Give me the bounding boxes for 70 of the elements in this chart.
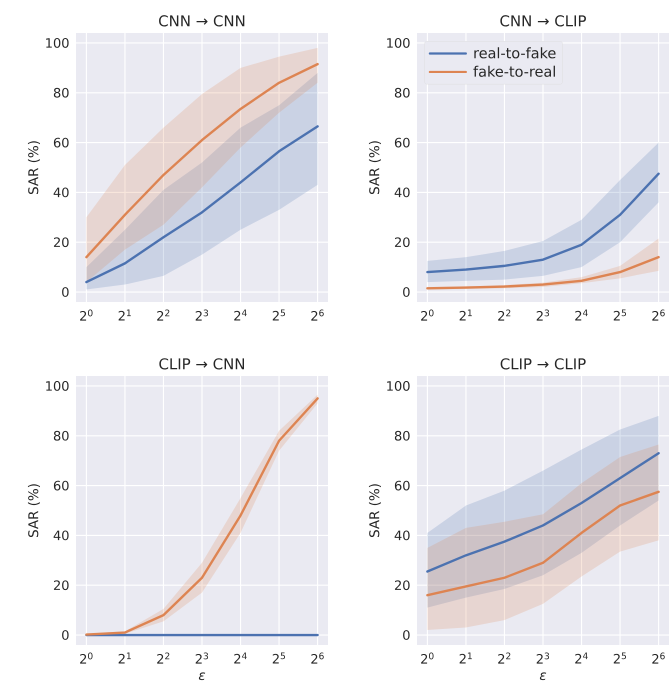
y-tick-label: 100	[387, 381, 410, 391]
y-tick-label: 60	[54, 138, 69, 148]
chart-title: CLIP → CLIP	[500, 358, 586, 370]
x-tick-label: 2$^{4}$	[575, 652, 588, 664]
y-tick-label: 0	[403, 630, 410, 640]
y-tick-label: 40	[54, 188, 69, 198]
y-axis-title: SAR (%)	[28, 484, 40, 538]
y-tick-label: 0	[403, 287, 410, 297]
y-axis-title: SAR (%)	[369, 141, 382, 194]
y-axis-title: SAR (%)	[369, 484, 382, 538]
x-tick-label: 2$^{2}$	[498, 310, 511, 321]
chart-title: CLIP → CNN	[160, 358, 244, 370]
x-tick-label: 2$^{4}$	[575, 310, 588, 320]
y-tick-label: 80	[395, 88, 410, 98]
x-tick-label: 2$^{6}$	[652, 652, 665, 664]
y-tick-label: 20	[395, 237, 410, 248]
line-series	[426, 452, 660, 573]
y-tick-label: 60	[395, 480, 410, 490]
x-tick-label: 2$^{3}$	[196, 310, 208, 321]
line-series	[426, 172, 660, 274]
line-series	[426, 256, 660, 290]
y-tick-label: 0	[62, 287, 69, 297]
line-series	[426, 490, 660, 596]
x-tick-label: 2$^{4}$	[234, 652, 247, 664]
x-tick-label: 2$^{0}$	[80, 310, 93, 321]
y-tick-label: 20	[54, 237, 69, 248]
y-tick-label: 20	[395, 580, 410, 590]
x-tick-label: 2$^{0}$	[421, 652, 434, 664]
x-tick-label: 2$^{2}$	[157, 652, 170, 664]
y-tick-label: 80	[395, 430, 410, 441]
y-axis-title: SAR (%)	[28, 141, 40, 194]
legend-label: fake-to-real	[474, 66, 556, 77]
y-tick-label: 80	[54, 88, 69, 98]
y-tick-label: 60	[54, 480, 69, 490]
x-tick-label: 2$^{0}$	[80, 652, 93, 664]
y-tick-label: 100	[46, 381, 69, 391]
x-tick-label: 2$^{2}$	[498, 652, 511, 664]
y-tick-label: 0	[62, 630, 69, 640]
x-tick-label: 2$^{5}$	[614, 652, 626, 664]
x-tick-label: 2$^{1}$	[118, 652, 132, 664]
y-tick-label: 80	[54, 430, 69, 441]
x-tick-label: 2$^{3}$	[536, 310, 550, 321]
line-series	[85, 125, 320, 284]
y-tick-label: 20	[54, 580, 69, 590]
line-series	[85, 62, 320, 258]
x-tick-label: 2$^{3}$	[196, 652, 208, 664]
x-tick-label: 2$^{1}$	[118, 310, 132, 320]
x-tick-label: 2$^{6}$	[312, 310, 324, 321]
chart-title: CNN → CLIP	[500, 15, 586, 26]
x-tick-label: 2$^{1}$	[460, 652, 472, 664]
y-tick-label: 40	[394, 188, 410, 198]
y-tick-label: 40	[394, 530, 410, 540]
x-tick-label: 2$^{5}$	[614, 310, 626, 320]
chart-title: CNN → CNN	[159, 15, 245, 26]
x-axis-title: ε	[199, 672, 206, 680]
x-tick-label: 2$^{2}$	[157, 310, 170, 321]
x-tick-label: 2$^{3}$	[536, 652, 550, 664]
x-tick-label: 2$^{4}$	[234, 310, 247, 320]
x-tick-label: 2$^{1}$	[460, 310, 472, 320]
x-tick-label: 2$^{5}$	[272, 652, 286, 664]
x-tick-label: 2$^{6}$	[652, 310, 665, 321]
x-tick-label: 2$^{5}$	[272, 310, 286, 320]
y-tick-label: 100	[387, 38, 410, 48]
y-tick-label: 40	[54, 530, 69, 540]
legend-label: real-to-fake	[474, 47, 556, 58]
x-tick-label: 2$^{6}$	[312, 652, 324, 664]
x-axis-title: ε	[540, 672, 546, 680]
x-tick-label: 2$^{0}$	[421, 310, 434, 321]
y-tick-label: 60	[395, 138, 410, 148]
y-tick-label: 100	[46, 38, 69, 48]
